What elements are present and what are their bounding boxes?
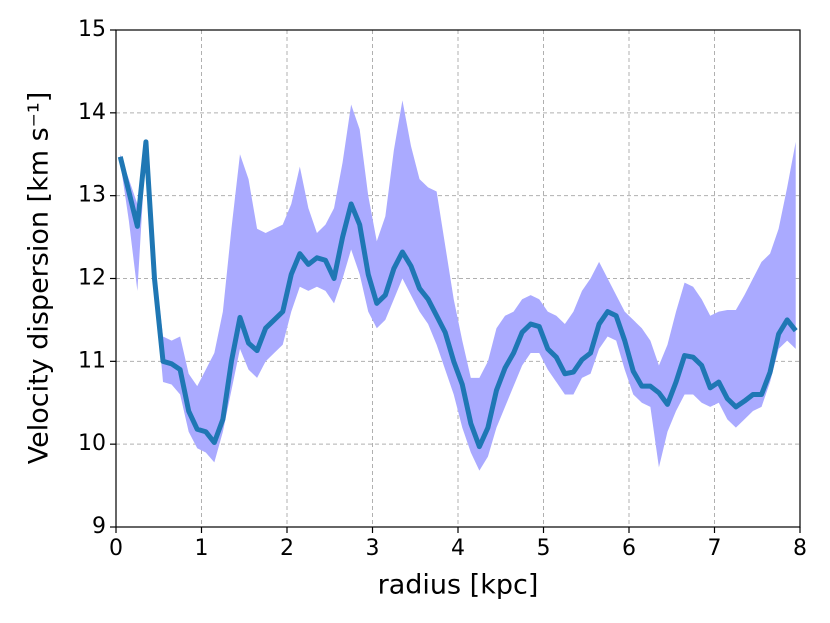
x-tick-label: 3 [366, 536, 380, 561]
x-tick-label: 4 [451, 536, 465, 561]
x-tick-label: 0 [109, 536, 123, 561]
grid [115, 29, 801, 528]
x-tick-label: 7 [708, 536, 722, 561]
y-tick-label: 10 [78, 431, 106, 456]
y-tick-label: 13 [78, 183, 106, 208]
plot-area [117, 100, 798, 471]
y-tick-label: 9 [92, 514, 106, 539]
y-tick-label: 11 [78, 348, 106, 373]
x-tick-label: 5 [537, 536, 551, 561]
y-tick-label: 15 [78, 17, 106, 42]
y-axis-label: Velocity dispersion [km s⁻¹] [24, 92, 55, 465]
x-axis-label: radius [kpc] [378, 570, 539, 601]
y-tick-label: 14 [78, 100, 106, 125]
x-tick-label: 2 [280, 536, 294, 561]
x-tick-label: 6 [622, 536, 636, 561]
error-band [120, 100, 796, 471]
line-series [117, 139, 798, 450]
y-tick-label: 12 [78, 266, 106, 291]
x-tick-label: 8 [793, 536, 807, 561]
x-tick-label: 1 [195, 536, 209, 561]
